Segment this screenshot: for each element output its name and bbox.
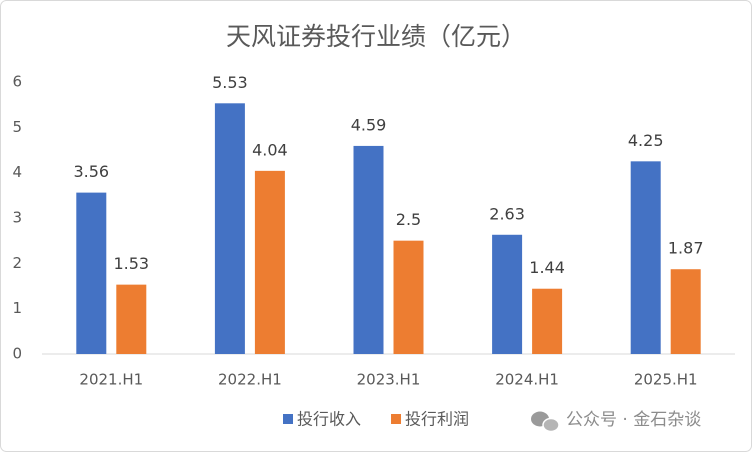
- bar: [670, 269, 701, 354]
- legend-label: 投行利润: [405, 410, 469, 429]
- bar: [532, 288, 563, 354]
- y-tick-label: 1: [12, 299, 22, 317]
- x-tick-label: 2023.H1: [357, 371, 421, 389]
- legend-label: 投行收入: [297, 410, 361, 429]
- legend-swatch: [283, 414, 293, 424]
- bar: [214, 103, 245, 354]
- bar: [492, 234, 523, 354]
- y-tick-label: 0: [12, 345, 22, 363]
- bar: [393, 240, 424, 354]
- data-label: 1.87: [668, 239, 704, 258]
- data-label: 4.04: [252, 140, 288, 159]
- data-label: 1.44: [529, 258, 565, 277]
- bar: [630, 161, 661, 354]
- x-tick-label: 2022.H1: [218, 371, 282, 389]
- data-label: 2.5: [396, 210, 421, 229]
- chart-title: 天风证券投行业绩（亿元）: [226, 22, 526, 51]
- y-tick-label: 5: [12, 118, 22, 136]
- data-label: 3.56: [73, 162, 109, 181]
- data-label: 5.53: [212, 73, 248, 92]
- bar: [76, 192, 107, 354]
- y-tick-label: 6: [12, 73, 22, 91]
- bar: [254, 170, 285, 354]
- data-label: 4.59: [351, 115, 387, 134]
- data-label: 2.63: [489, 204, 525, 223]
- x-tick-label: 2024.H1: [495, 371, 559, 389]
- watermark-icon: [531, 411, 560, 433]
- y-tick-label: 3: [12, 209, 22, 227]
- legend-swatch: [391, 414, 402, 424]
- watermark: 公众号 · 金石杂谈: [566, 410, 701, 430]
- y-tick-label: 2: [12, 254, 22, 272]
- x-tick-label: 2021.H1: [79, 371, 143, 389]
- bar: [116, 284, 147, 354]
- bar: [353, 145, 384, 354]
- data-label: 1.53: [113, 254, 149, 273]
- y-tick-label: 4: [12, 163, 22, 181]
- x-tick-label: 2025.H1: [634, 371, 698, 389]
- data-label: 4.25: [628, 131, 664, 150]
